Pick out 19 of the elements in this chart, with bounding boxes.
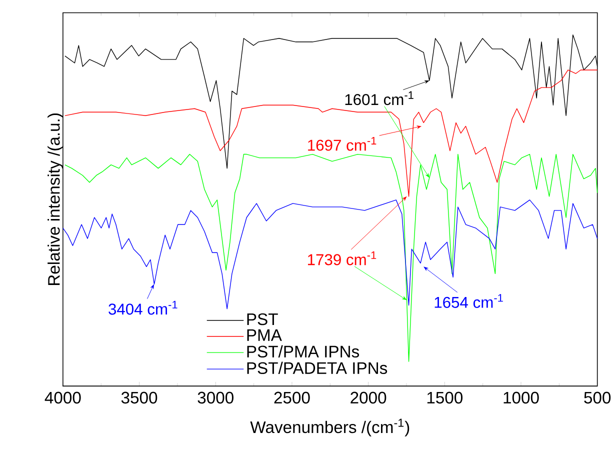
legend-label: PST [247, 313, 278, 326]
x-tick-label: 2500 [274, 392, 310, 404]
annotation: 1654 cm$^{-1}$ [434, 294, 503, 308]
x-tick-label: 500 [584, 392, 611, 404]
annotation: 1739 cm$^{-1}$ [308, 251, 376, 266]
x-tick-label: 1000 [504, 392, 539, 404]
x-tick-label: 3000 [198, 392, 234, 404]
x-tick-label: 3500 [121, 392, 158, 404]
legend-label: PST/PMA IPNs [247, 345, 360, 358]
legend-label: PST/PADETA IPNs [247, 362, 388, 374]
x-tick-label: 2000 [350, 392, 386, 404]
annotation: 1601 cm$^{-1}$ [345, 91, 414, 106]
annotation: 1697 cm$^{-1}$ [308, 137, 376, 151]
x-tick-label: 4000 [44, 392, 81, 404]
x-axis-title: Wavenumbers /(cm$^{-1}$) [250, 418, 410, 436]
x-tick-label: 1500 [427, 392, 463, 404]
y-axis-title: Relative intensity /(a.u.) [48, 114, 64, 286]
legend-label: PMA [247, 329, 282, 341]
annotation: 3404 cm$^{-1}$ [108, 300, 178, 315]
